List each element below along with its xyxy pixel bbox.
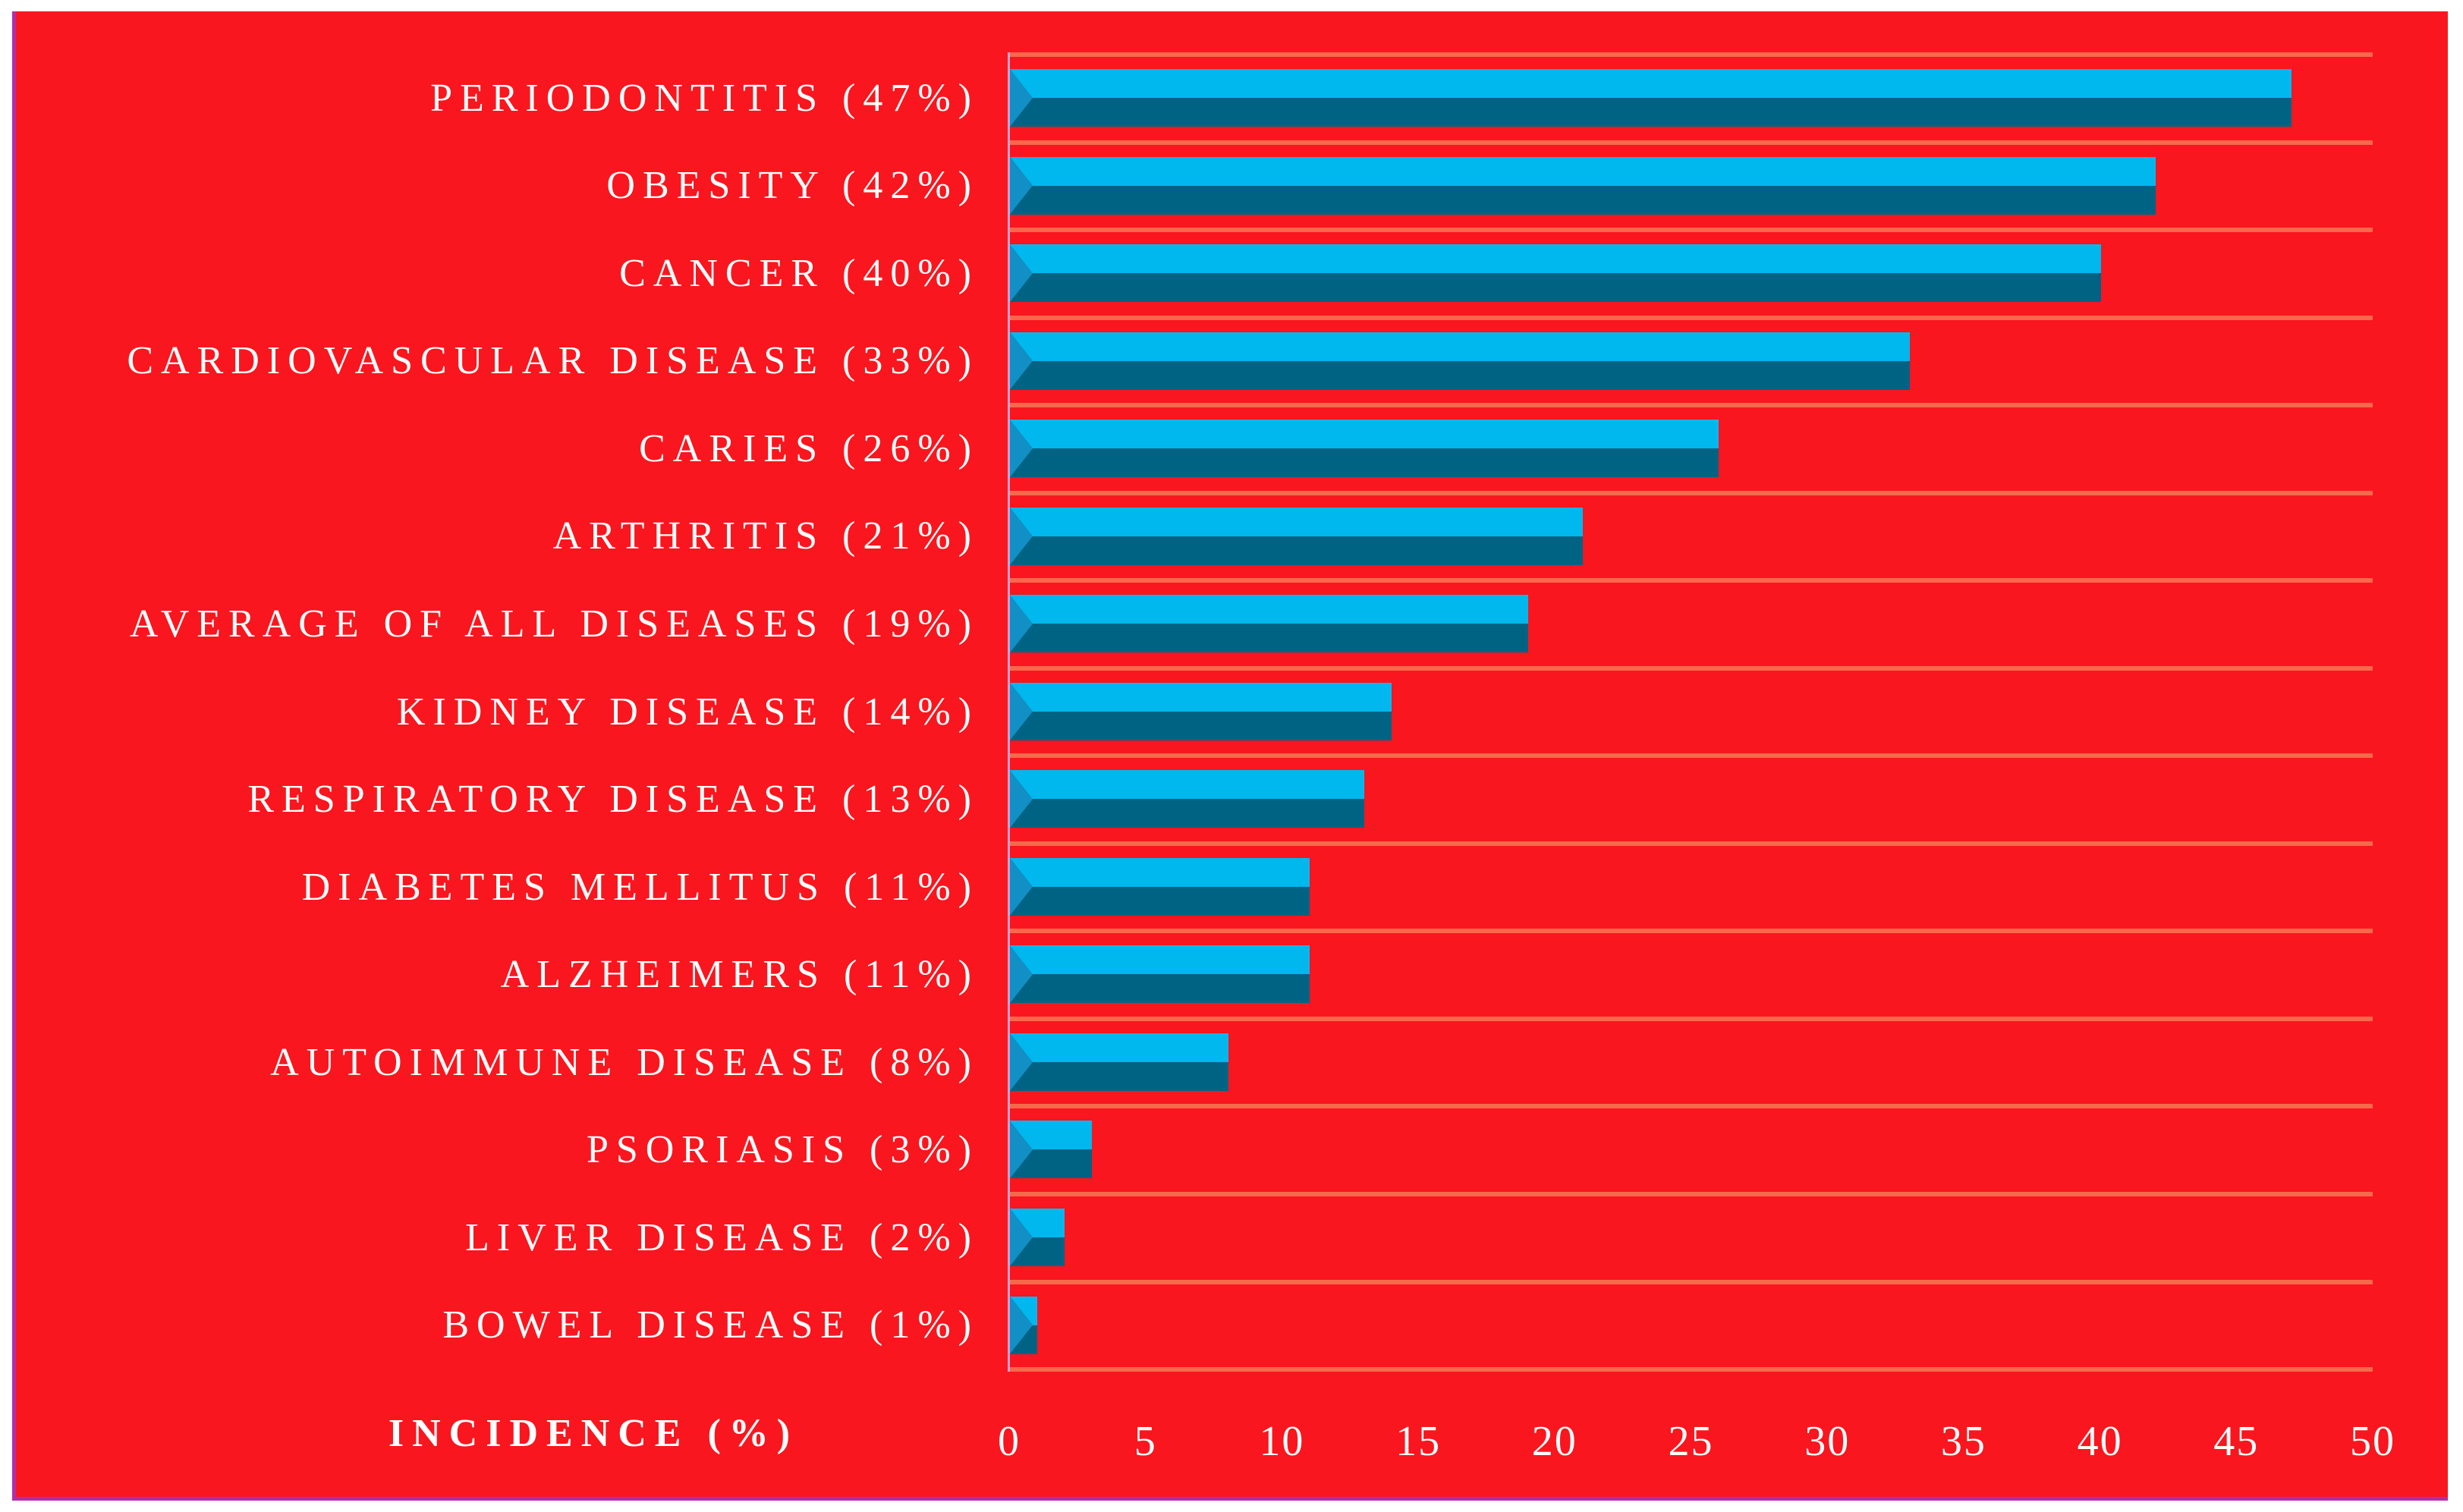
- bar-bevel: [1010, 1208, 1033, 1266]
- gridline: [1009, 403, 2373, 408]
- category-label: BOWEL DISEASE (1%): [442, 1303, 979, 1347]
- gridline: [1009, 1016, 2373, 1021]
- bar: [1010, 420, 1719, 478]
- x-tick-label: 30: [1804, 1418, 1851, 1465]
- category-label: CANCER (40%): [619, 251, 979, 295]
- category-axis-line: [1008, 52, 1010, 1372]
- category-label: RESPIRATORY DISEASE (13%): [247, 778, 979, 821]
- category-label: CARIES (26%): [639, 426, 979, 470]
- x-tick-label: 45: [2213, 1418, 2260, 1465]
- bar: [1010, 244, 2101, 303]
- category-label: ARTHRITIS (21%): [552, 514, 979, 558]
- category-label: DIABETES MELLITUS (11%): [301, 865, 979, 909]
- bar-bevel: [1010, 1033, 1033, 1091]
- category-label: PSORIASIS (3%): [586, 1128, 979, 1172]
- bar: [1010, 1033, 1228, 1091]
- gridline: [1009, 578, 2373, 583]
- x-tick-label: 50: [2350, 1418, 2395, 1465]
- bar-bevel: [1010, 682, 1033, 740]
- bar: [1010, 507, 1583, 565]
- bar-bevel: [1010, 420, 1033, 478]
- chart-panel: PERIODONTITIS (47%) OBESITY (42%) CANCER…: [12, 11, 2448, 1501]
- bar: [1010, 1208, 1065, 1266]
- category-label: OBESITY (42%): [606, 164, 979, 208]
- gridline: [1009, 841, 2373, 846]
- gridline: [1009, 315, 2373, 320]
- gridline: [1009, 52, 2373, 57]
- x-tick-label: 5: [1134, 1418, 1157, 1465]
- bar: [1010, 770, 1365, 828]
- bar: [1010, 595, 1528, 653]
- x-tick-label: 20: [1531, 1418, 1578, 1465]
- bar-bevel: [1010, 945, 1033, 1004]
- bar: [1010, 69, 2292, 127]
- x-tick-label: 40: [2077, 1418, 2123, 1465]
- gridline: [1009, 1104, 2373, 1109]
- bar: [1010, 1296, 1037, 1354]
- gridline: [1009, 929, 2373, 934]
- x-tick-label: 15: [1395, 1418, 1442, 1465]
- bar-bevel: [1010, 69, 1033, 127]
- gridline: [1009, 140, 2373, 145]
- x-tick-label: 0: [998, 1418, 1021, 1465]
- bar: [1010, 682, 1392, 740]
- bar: [1010, 156, 2156, 215]
- x-axis-title: INCIDENCE (%): [388, 1412, 799, 1455]
- gridline: [1009, 753, 2373, 759]
- category-label: LIVER DISEASE (2%): [465, 1215, 979, 1259]
- bar: [1010, 332, 1910, 390]
- category-label: CARDIOVASCULAR DISEASE (33%): [127, 339, 979, 383]
- gridline: [1009, 1279, 2373, 1284]
- gridline: [1009, 1191, 2373, 1196]
- x-tick-label: 25: [1668, 1418, 1714, 1465]
- bar-bevel: [1010, 1121, 1033, 1179]
- category-label: KIDNEY DISEASE (14%): [396, 690, 979, 734]
- category-label: AVERAGE OF ALL DISEASES (19%): [129, 602, 979, 646]
- bar-bevel: [1010, 857, 1033, 916]
- gridline: [1009, 228, 2373, 233]
- bar-bevel: [1010, 770, 1033, 828]
- bar-bevel: [1010, 595, 1033, 653]
- bar-bevel: [1010, 1296, 1033, 1354]
- gridline: [1009, 490, 2373, 495]
- x-tick-label: 10: [1259, 1418, 1305, 1465]
- bar-bevel: [1010, 507, 1033, 565]
- x-tick-label: 35: [1940, 1418, 1986, 1465]
- bar-bevel: [1010, 244, 1033, 303]
- gridline: [1009, 665, 2373, 671]
- category-label: ALZHEIMERS (11%): [500, 953, 979, 997]
- bar: [1010, 945, 1310, 1004]
- bar: [1010, 857, 1310, 916]
- bar-bevel: [1010, 156, 1033, 215]
- bar-bevel: [1010, 332, 1033, 390]
- category-label: AUTOIMMUNE DISEASE (8%): [270, 1040, 979, 1084]
- x-axis-baseline: [1009, 1367, 2373, 1372]
- category-label: PERIODONTITIS (47%): [430, 76, 979, 120]
- bar: [1010, 1121, 1092, 1179]
